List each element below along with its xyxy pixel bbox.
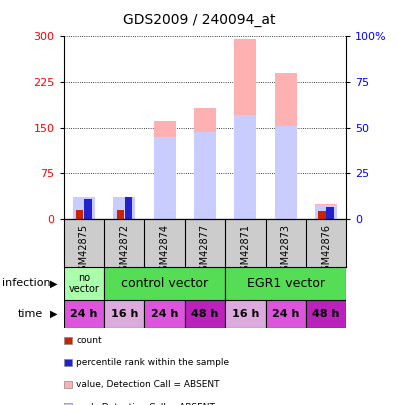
Text: GSM42874: GSM42874: [160, 224, 170, 277]
Bar: [104, 267, 225, 300]
Text: rank, Detection Call = ABSENT: rank, Detection Call = ABSENT: [76, 403, 215, 405]
Bar: [318, 211, 326, 219]
Bar: [104, 300, 144, 328]
Text: 16 h: 16 h: [232, 309, 259, 319]
Bar: [234, 39, 256, 219]
Bar: [194, 132, 216, 219]
Bar: [117, 210, 124, 219]
Text: ▶: ▶: [50, 279, 57, 288]
Bar: [315, 205, 337, 219]
Bar: [73, 200, 95, 219]
Text: no
vector: no vector: [68, 273, 100, 294]
Bar: [84, 198, 92, 219]
Text: 24 h: 24 h: [272, 309, 299, 319]
Text: GDS2009 / 240094_at: GDS2009 / 240094_at: [123, 13, 275, 27]
Text: value, Detection Call = ABSENT: value, Detection Call = ABSENT: [76, 380, 220, 389]
Text: GSM42875: GSM42875: [79, 224, 89, 277]
Bar: [154, 122, 176, 219]
Bar: [225, 267, 346, 300]
Bar: [275, 126, 297, 219]
Text: GSM42877: GSM42877: [200, 224, 210, 277]
Text: 48 h: 48 h: [312, 309, 340, 319]
Bar: [73, 198, 95, 219]
Bar: [265, 300, 306, 328]
Bar: [225, 300, 265, 328]
Text: GSM42871: GSM42871: [240, 224, 250, 277]
Bar: [306, 300, 346, 328]
Bar: [113, 198, 135, 219]
Bar: [125, 198, 132, 219]
Text: ▶: ▶: [50, 309, 57, 319]
Text: percentile rank within the sample: percentile rank within the sample: [76, 358, 230, 367]
Bar: [76, 210, 84, 219]
Bar: [64, 300, 104, 328]
Bar: [315, 203, 337, 219]
Text: 24 h: 24 h: [151, 309, 178, 319]
Bar: [194, 108, 216, 219]
Text: infection: infection: [2, 279, 51, 288]
Text: control vector: control vector: [121, 277, 208, 290]
Text: count: count: [76, 336, 102, 345]
Bar: [234, 115, 256, 219]
Text: GSM42872: GSM42872: [119, 224, 129, 277]
Text: EGR1 vector: EGR1 vector: [247, 277, 325, 290]
Bar: [275, 73, 297, 219]
Bar: [154, 137, 176, 219]
Bar: [326, 207, 334, 219]
Text: GSM42876: GSM42876: [321, 224, 331, 277]
Bar: [113, 202, 135, 219]
Text: 48 h: 48 h: [191, 309, 219, 319]
Text: 24 h: 24 h: [70, 309, 98, 319]
Bar: [64, 267, 104, 300]
Text: 16 h: 16 h: [111, 309, 138, 319]
Text: time: time: [18, 309, 43, 319]
Text: GSM42873: GSM42873: [281, 224, 291, 277]
Bar: [185, 300, 225, 328]
Bar: [144, 300, 185, 328]
